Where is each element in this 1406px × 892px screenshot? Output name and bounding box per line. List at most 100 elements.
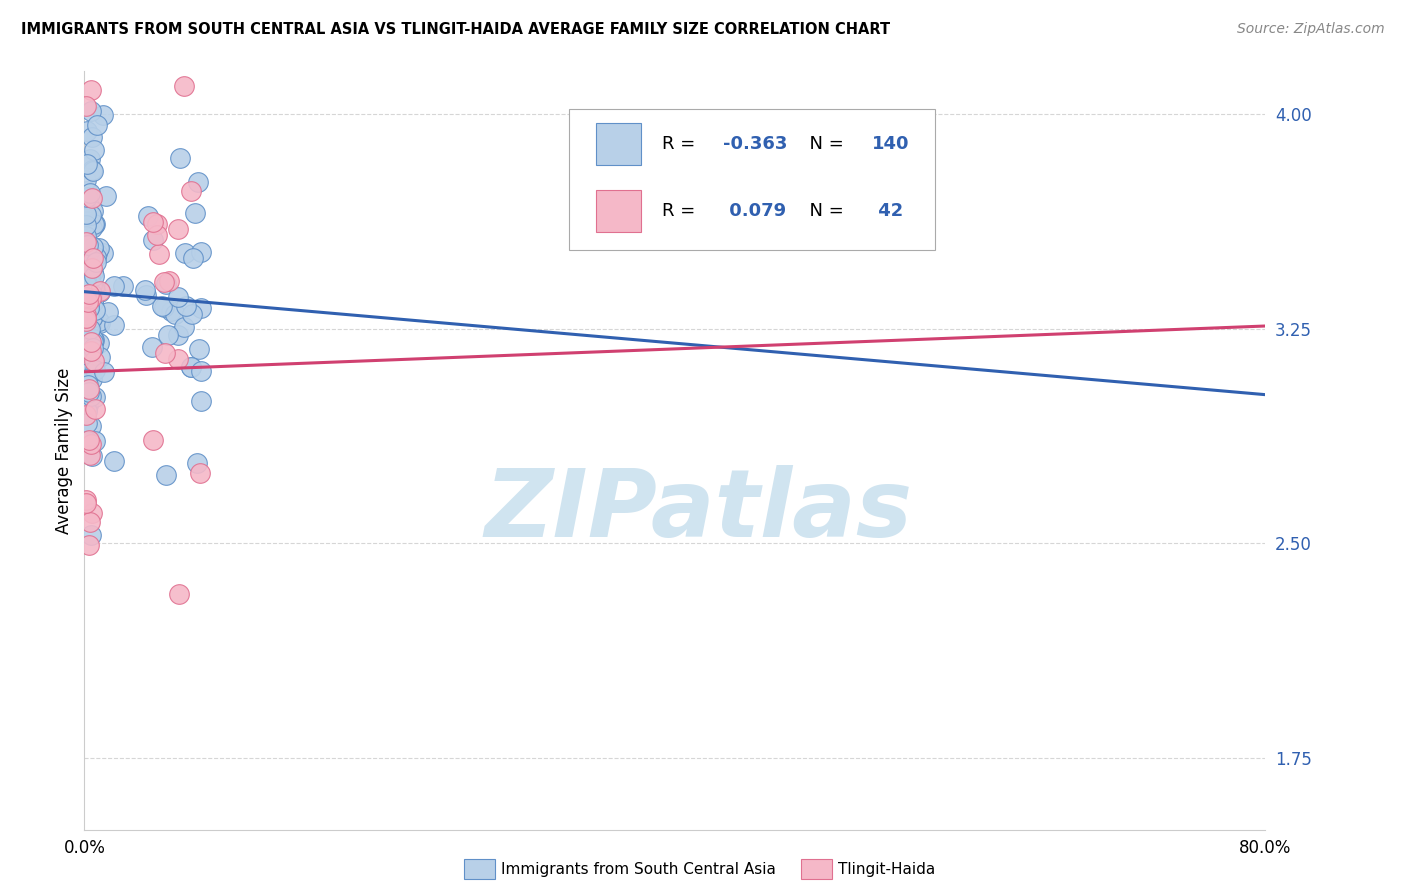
Point bbox=[75, 272, 97, 286]
Point bbox=[80, 291, 103, 305]
Point bbox=[80, 506, 103, 520]
Point bbox=[76, 190, 98, 204]
Point bbox=[83, 401, 105, 416]
Point bbox=[97, 304, 120, 318]
Point bbox=[134, 283, 156, 297]
Point bbox=[75, 496, 97, 510]
Point bbox=[79, 208, 101, 222]
Point bbox=[76, 298, 98, 312]
Point bbox=[82, 332, 104, 346]
Point bbox=[167, 290, 190, 304]
Point bbox=[148, 246, 170, 260]
Point bbox=[82, 278, 104, 293]
Point bbox=[80, 389, 103, 403]
Point bbox=[82, 244, 104, 259]
FancyBboxPatch shape bbox=[596, 123, 641, 165]
Point bbox=[155, 277, 177, 292]
Point bbox=[79, 270, 101, 285]
Point bbox=[82, 251, 104, 265]
Point bbox=[82, 164, 104, 178]
Point bbox=[82, 204, 104, 219]
Point bbox=[82, 240, 104, 254]
Point bbox=[190, 301, 212, 315]
Point bbox=[83, 333, 105, 347]
Point bbox=[75, 229, 97, 244]
Point bbox=[153, 300, 176, 314]
Point bbox=[75, 314, 97, 328]
Point bbox=[77, 295, 100, 310]
Point bbox=[79, 384, 101, 399]
Point bbox=[89, 314, 111, 328]
Point bbox=[174, 299, 197, 313]
Point bbox=[77, 244, 100, 259]
Point bbox=[167, 352, 190, 367]
Point bbox=[80, 320, 103, 334]
Point bbox=[146, 227, 169, 242]
Point bbox=[80, 372, 103, 386]
Point bbox=[80, 82, 103, 96]
Point bbox=[166, 222, 188, 236]
Point bbox=[190, 244, 212, 259]
Point bbox=[82, 296, 104, 310]
Point bbox=[76, 214, 98, 228]
Point bbox=[80, 220, 103, 235]
Point bbox=[186, 456, 208, 470]
Point bbox=[86, 119, 108, 133]
Point bbox=[79, 289, 101, 303]
Point bbox=[79, 249, 101, 263]
FancyBboxPatch shape bbox=[568, 110, 935, 250]
Point bbox=[169, 151, 191, 165]
FancyBboxPatch shape bbox=[596, 190, 641, 232]
Point bbox=[79, 262, 101, 277]
Point bbox=[75, 172, 97, 186]
Point bbox=[135, 287, 157, 301]
Point bbox=[76, 372, 98, 386]
Point bbox=[190, 364, 212, 378]
Point bbox=[159, 304, 181, 318]
Point bbox=[82, 130, 104, 145]
Point bbox=[82, 450, 104, 464]
Y-axis label: Average Family Size: Average Family Size bbox=[55, 368, 73, 533]
Point bbox=[83, 362, 105, 376]
Point bbox=[142, 434, 165, 448]
Point bbox=[82, 265, 104, 279]
Point bbox=[75, 318, 97, 332]
Point bbox=[75, 98, 97, 112]
Point bbox=[76, 238, 98, 252]
Point bbox=[86, 250, 108, 264]
Point bbox=[77, 301, 100, 315]
Point bbox=[76, 157, 98, 171]
Point bbox=[173, 320, 195, 334]
Point bbox=[82, 334, 104, 349]
Point bbox=[77, 295, 100, 310]
Point bbox=[87, 242, 110, 256]
Point bbox=[82, 309, 104, 323]
Text: 0.079: 0.079 bbox=[723, 202, 786, 220]
Point bbox=[75, 211, 97, 225]
Point bbox=[83, 281, 105, 295]
Point bbox=[77, 356, 100, 370]
Point bbox=[79, 515, 101, 529]
Point bbox=[77, 378, 100, 392]
Point bbox=[89, 350, 111, 364]
Point bbox=[76, 434, 98, 448]
Point bbox=[76, 341, 98, 355]
Point bbox=[76, 203, 98, 218]
Point bbox=[173, 78, 195, 93]
Point bbox=[153, 346, 176, 360]
Point bbox=[80, 260, 103, 275]
Point bbox=[79, 103, 101, 118]
Point bbox=[77, 434, 100, 448]
Point bbox=[79, 153, 101, 167]
Point bbox=[77, 253, 100, 268]
Point bbox=[157, 327, 180, 342]
Point bbox=[77, 339, 100, 353]
Point bbox=[77, 539, 100, 553]
Point bbox=[183, 206, 205, 220]
Point bbox=[77, 317, 100, 331]
Point bbox=[89, 284, 111, 298]
Point bbox=[89, 285, 111, 299]
Point bbox=[180, 360, 202, 375]
Point bbox=[146, 217, 169, 231]
Point bbox=[75, 277, 97, 291]
